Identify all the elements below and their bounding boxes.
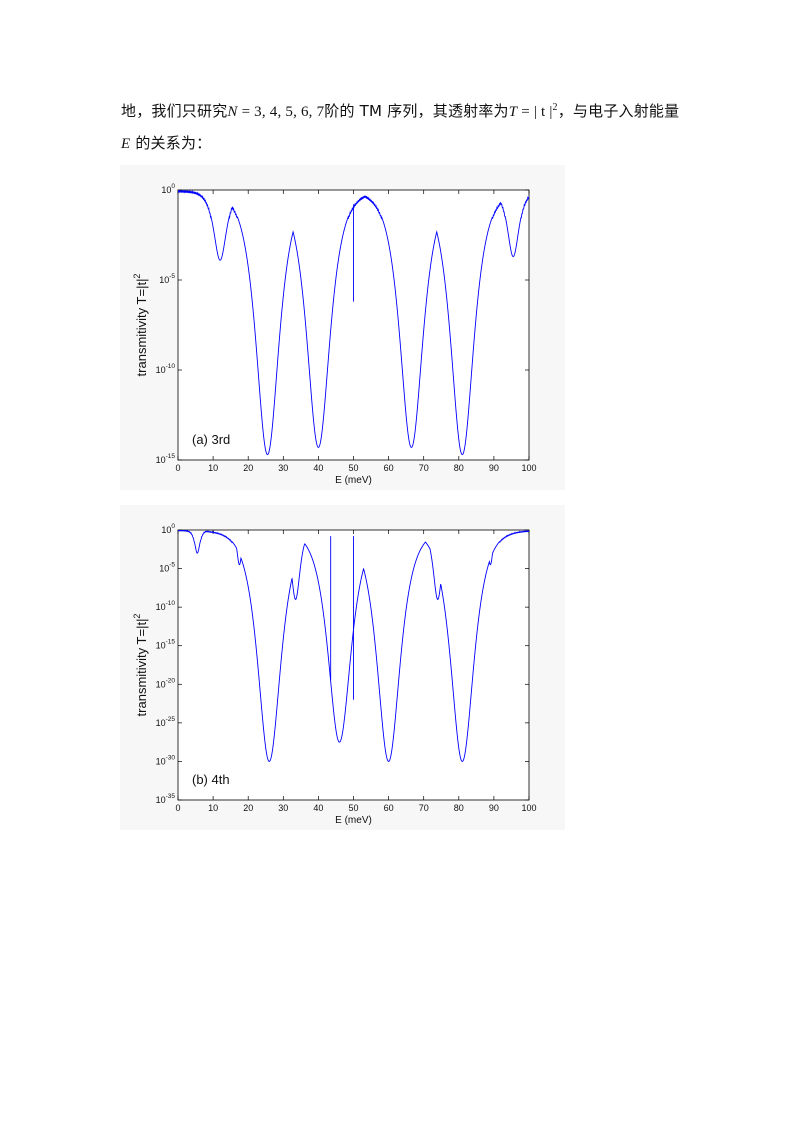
var-t: T xyxy=(508,104,518,120)
x-tick-label: 90 xyxy=(489,803,499,813)
n-values: = 3, 4, 5, 6, 7 xyxy=(237,104,325,120)
x-tick-label: 90 xyxy=(489,463,499,473)
x-tick-label: 20 xyxy=(243,463,253,473)
x-tick-label: 80 xyxy=(454,803,464,813)
y-tick-label: 10-15 xyxy=(156,639,176,651)
y-axis-label: transmitivity T=|t|2 xyxy=(132,614,149,717)
var-e: E xyxy=(121,136,131,152)
x-axis-label: E (meV) xyxy=(335,475,372,486)
x-axis-label: E (meV) xyxy=(335,815,372,826)
figure-3rd: 0 10 20 30 40 50 60 70 80 90 100 100 10-5 10-10 10-15 E… xyxy=(120,165,565,490)
x-tick-label: 40 xyxy=(313,803,323,813)
x-tick-label: 100 xyxy=(521,463,536,473)
body-paragraph: 地，我们只研究N = 3, 4, 5, 6, 7阶的 TM 序列，其透射率为T … xyxy=(121,96,681,160)
x-tick-label: 30 xyxy=(278,803,288,813)
x-tick-label: 60 xyxy=(384,463,394,473)
panel-label: (b) 4th xyxy=(192,772,230,787)
x-tick-label: 100 xyxy=(521,803,536,813)
x-tick-label: 50 xyxy=(348,803,358,813)
y-tick-label: 10-15 xyxy=(156,453,176,465)
t-formula: = | t | xyxy=(517,104,553,120)
para-text-2: 阶的 TM 序列，其透射率为 xyxy=(324,102,509,120)
x-tick-label: 50 xyxy=(348,463,358,473)
panel-label: (a) 3rd xyxy=(192,432,230,447)
y-tick-label: 10-30 xyxy=(156,754,176,766)
x-tick-label: 10 xyxy=(208,803,218,813)
para-text-3: ，与电子入射能量 xyxy=(557,102,680,120)
x-tick-label: 20 xyxy=(243,803,253,813)
x-tick-label: 80 xyxy=(454,463,464,473)
x-tick-label: 0 xyxy=(175,803,180,813)
x-tick-label: 40 xyxy=(313,463,323,473)
para-text-4: 的关系为： xyxy=(130,134,212,152)
x-tick-label: 10 xyxy=(208,463,218,473)
t-formula-exponent: 2 xyxy=(552,102,558,113)
para-text-1: 地，我们只研究 xyxy=(121,102,228,120)
y-tick-label: 10-10 xyxy=(156,600,176,612)
chart-4th: 0 10 20 30 40 50 60 70 80 90 100 100 10-5 10-10 10-15 1… xyxy=(132,523,537,826)
x-tick-label: 60 xyxy=(384,803,394,813)
y-tick-label: 10-5 xyxy=(159,562,175,574)
y-tick-label: 10-35 xyxy=(156,793,176,805)
x-tick-label: 30 xyxy=(278,463,288,473)
var-n: N xyxy=(227,104,238,120)
x-tick-label: 0 xyxy=(175,463,180,473)
y-axis-label: transmitivity T=|t|2 xyxy=(132,274,149,377)
x-tick-label: 70 xyxy=(419,803,429,813)
y-tick-label: 10-5 xyxy=(159,273,175,285)
y-tick-label: 100 xyxy=(161,523,175,535)
x-tick-label: 70 xyxy=(419,463,429,473)
y-tick-label: 10-20 xyxy=(156,677,176,689)
y-tick-label: 10-25 xyxy=(156,716,176,728)
y-tick-label: 100 xyxy=(161,183,175,195)
y-tick-label: 10-10 xyxy=(156,363,176,375)
chart-3rd: 0 10 20 30 40 50 60 70 80 90 100 100 10-5 10-10 10-15 E… xyxy=(132,183,537,486)
figure-4th: 0 10 20 30 40 50 60 70 80 90 100 100 10-5 10-10 10-15 1… xyxy=(120,505,565,830)
